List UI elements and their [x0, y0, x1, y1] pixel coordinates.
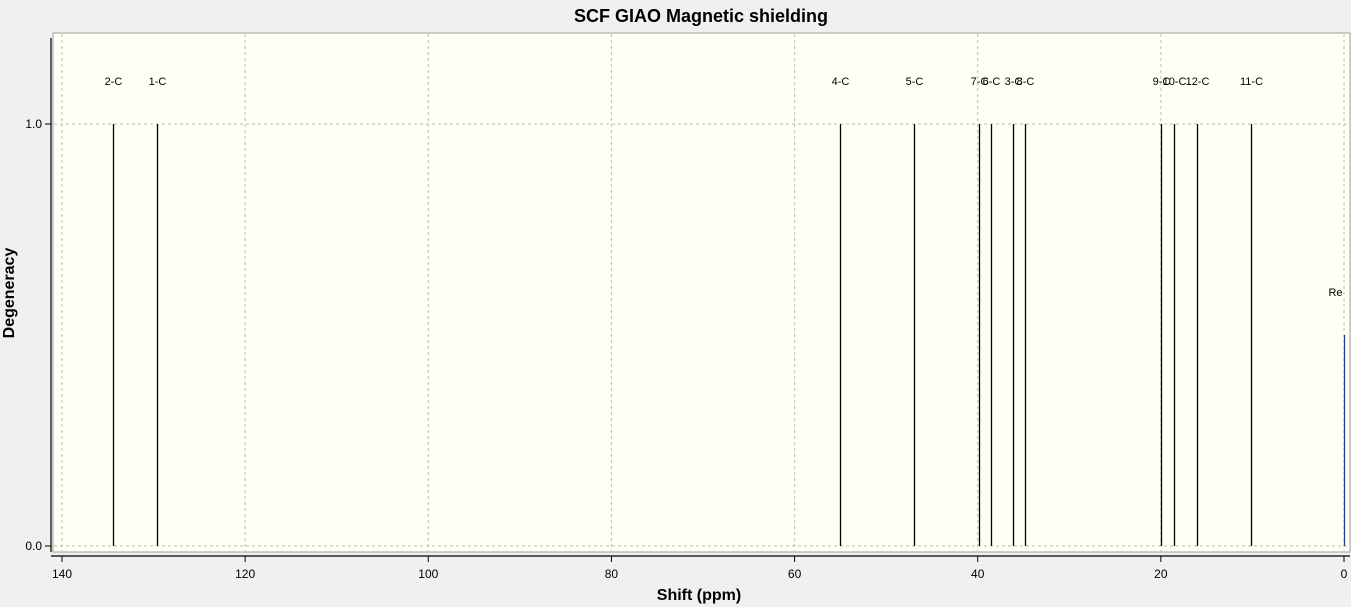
peak-label: 3-C — [1005, 76, 1023, 88]
x-tick-label: 60 — [788, 567, 802, 581]
plot-area — [52, 32, 1351, 553]
x-tick-label: 140 — [52, 567, 72, 581]
y-tick-label: 0.0 — [25, 539, 42, 553]
peak-label: 10-C — [1163, 76, 1187, 88]
peak-label: 1-C — [149, 76, 167, 88]
peak-label: 9-C — [1153, 76, 1171, 88]
x-axis-title: Shift (ppm) — [657, 587, 741, 604]
x-tick-label: 100 — [418, 567, 438, 581]
peak-label: 2-C — [105, 76, 123, 88]
chart-title: SCF GIAO Magnetic shielding — [574, 6, 828, 26]
axes: 140 120 100 80 60 40 20 0 0.0 1.0 — [25, 38, 1350, 581]
x-tick-label: 0 — [1341, 567, 1348, 581]
x-tick-label: 80 — [605, 567, 619, 581]
y-axis-title: Degeneracy — [1, 248, 18, 339]
peak-label: 6-C — [983, 76, 1001, 88]
y-tick-label: 1.0 — [25, 117, 42, 131]
x-tick-label: 120 — [235, 567, 255, 581]
peaks: 2-C 1-C 4-C 5-C 7-C6-C 3-C8-C 9-C10-C 12-C 11-C R… — [105, 76, 1346, 546]
peak-label: 5-C — [906, 76, 924, 88]
peak-label: 4-C — [832, 76, 850, 88]
peak-label: 11-C — [1240, 76, 1263, 88]
peak-label: 12-C — [1186, 76, 1210, 88]
peak-label: 8-C — [1017, 76, 1035, 88]
peak-label: 7-C — [971, 76, 989, 88]
x-tick-label: 20 — [1154, 567, 1168, 581]
peak-label: Re — [1328, 287, 1342, 299]
x-tick-label: 40 — [971, 567, 985, 581]
